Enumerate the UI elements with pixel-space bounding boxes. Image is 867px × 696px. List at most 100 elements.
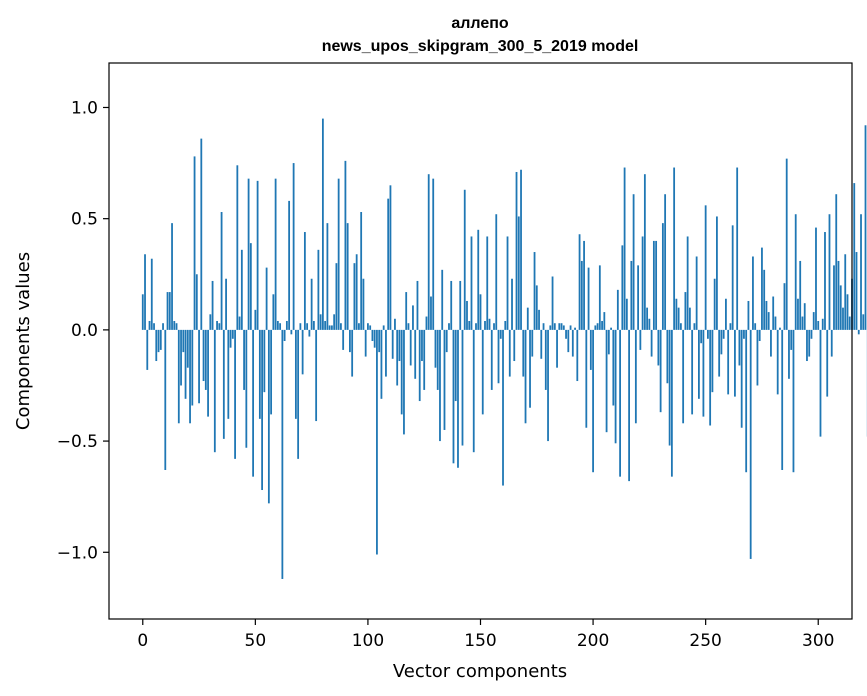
- bar-119: [409, 329, 412, 366]
- bar-103: [373, 329, 376, 348]
- bar-270: [749, 329, 752, 559]
- bar-193: [576, 329, 579, 382]
- bar-236: [673, 167, 676, 330]
- bar-289: [792, 329, 795, 473]
- bar-45: [243, 329, 245, 390]
- bar-182: [551, 276, 554, 330]
- bar-292: [799, 260, 802, 330]
- bar-8: [159, 329, 162, 350]
- bar-212: [619, 329, 621, 477]
- bar-134: [443, 329, 446, 430]
- bar-133: [441, 269, 444, 330]
- bar-118: [407, 323, 410, 330]
- bar-209: [612, 329, 615, 406]
- bar-85: [333, 314, 336, 330]
- bar-266: [740, 329, 743, 428]
- bar-252: [709, 329, 712, 426]
- bar-96: [358, 323, 360, 330]
- bar-306: [830, 329, 833, 357]
- bar-17: [180, 329, 182, 386]
- bar-95: [355, 254, 358, 330]
- bar-219: [634, 329, 637, 424]
- bar-110: [389, 185, 392, 330]
- bar-140: [457, 329, 459, 468]
- bar-311: [842, 307, 844, 330]
- bar-77: [315, 329, 318, 422]
- bar-152: [484, 320, 486, 330]
- bar-263: [734, 329, 736, 397]
- bar-291: [797, 298, 799, 330]
- bar-49: [252, 329, 254, 477]
- bar-228: [655, 240, 658, 330]
- bar-310: [839, 285, 842, 330]
- bar-25: [198, 329, 200, 404]
- bar-35: [220, 212, 223, 330]
- bar-52: [258, 329, 261, 419]
- bar-13: [171, 223, 173, 330]
- bar-117: [405, 292, 408, 330]
- bar-262: [731, 225, 734, 330]
- bar-171: [526, 307, 529, 330]
- bar-244: [691, 329, 694, 415]
- bar-104: [376, 329, 378, 555]
- bar-223: [643, 174, 646, 330]
- bar-86: [335, 263, 338, 330]
- bar-221: [639, 329, 642, 350]
- bar-29: [207, 329, 209, 417]
- bar-73: [306, 323, 309, 330]
- bar-265: [738, 329, 741, 366]
- bar-106: [380, 329, 383, 399]
- bar-69: [297, 329, 300, 459]
- bar-37: [225, 278, 227, 330]
- bar-162: [506, 236, 509, 330]
- bar-174: [533, 252, 536, 330]
- bar-5: [153, 323, 155, 330]
- bar-238: [677, 307, 680, 330]
- bar-159: [499, 329, 502, 339]
- bar-138: [452, 329, 455, 464]
- bar-70: [299, 323, 302, 330]
- y-tick-label-1: −0.5: [57, 432, 98, 452]
- bar-156: [493, 323, 495, 330]
- bar-7: [157, 329, 160, 353]
- bar-318: [857, 329, 860, 335]
- y-tick-label-2: 0.0: [71, 321, 98, 341]
- bar-242: [686, 236, 689, 330]
- bar-87: [337, 178, 340, 330]
- bar-319: [860, 214, 862, 330]
- bar-198: [587, 267, 590, 330]
- bar-257: [720, 329, 723, 355]
- bar-28: [204, 329, 207, 390]
- bar-166: [515, 171, 518, 330]
- bar-295: [806, 329, 808, 362]
- bar-47: [247, 178, 250, 330]
- bar-218: [632, 194, 635, 330]
- bar-172: [529, 329, 531, 408]
- bar-282: [776, 329, 779, 395]
- bar-127: [427, 174, 430, 330]
- bar-192: [574, 327, 576, 330]
- bar-286: [785, 158, 788, 330]
- bar-89: [342, 329, 345, 350]
- bar-108: [385, 329, 387, 377]
- bar-30: [209, 314, 212, 330]
- bar-160: [502, 329, 504, 486]
- bar-1: [144, 254, 146, 330]
- bar-186: [560, 323, 563, 330]
- bar-301: [819, 329, 822, 437]
- bar-80: [321, 118, 324, 330]
- bar-99: [364, 329, 367, 357]
- bar-113: [396, 329, 399, 386]
- bar-183: [553, 323, 556, 330]
- bar-14: [173, 320, 176, 330]
- bar-194: [578, 234, 581, 330]
- bar-94: [353, 263, 356, 330]
- bar-146: [470, 236, 473, 330]
- bar-60: [276, 320, 279, 330]
- bar-58: [272, 294, 275, 330]
- bar-26: [200, 138, 203, 330]
- bar-121: [414, 329, 417, 379]
- bar-235: [670, 329, 673, 477]
- bar-79: [319, 314, 322, 330]
- bar-20: [186, 329, 189, 368]
